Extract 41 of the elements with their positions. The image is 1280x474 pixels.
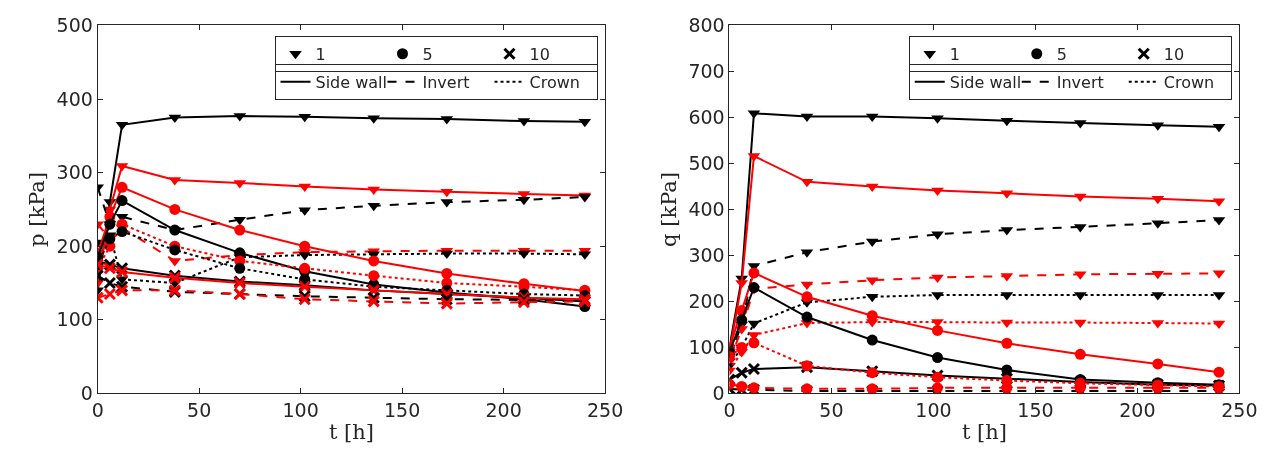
x-axis-title: t [h]: [961, 420, 1007, 445]
y-tick-label: 400: [688, 198, 725, 221]
legend-label: 1: [949, 45, 960, 64]
legend-label: 10: [1163, 45, 1185, 64]
x-axis-title: t [h]: [328, 420, 374, 445]
x-tick-label: 200: [485, 399, 522, 422]
y-axis-title: q [kPa]: [656, 171, 681, 247]
x-tick-label: 200: [1119, 399, 1156, 422]
legend-label: Crown: [1163, 73, 1215, 93]
x-tick-label: 50: [819, 399, 844, 422]
y-tick-label: 300: [56, 161, 93, 184]
legend-label: 1: [315, 45, 326, 64]
y-tick-label: 800: [688, 14, 725, 37]
y-tick-label: 0: [712, 382, 725, 405]
x-tick-label: 250: [586, 399, 624, 422]
y-tick-label: 400: [56, 87, 93, 110]
legend-label: 5: [422, 45, 433, 64]
y-tick-label: 600: [688, 106, 725, 129]
legend-label: 10: [529, 45, 550, 64]
y-tick-label: 100: [56, 308, 93, 331]
legend-label: Side wall: [315, 73, 387, 93]
x-tick-label: 100: [282, 399, 319, 422]
x-tick-label: 50: [187, 399, 212, 422]
legend-label: Crown: [529, 73, 580, 93]
legend-label: Side wall: [949, 73, 1022, 93]
x-tick-label: 100: [915, 399, 952, 422]
y-tick-label: 300: [688, 244, 725, 267]
legend-label: Invert: [422, 73, 470, 93]
y-tick-label: 100: [688, 336, 725, 359]
y-tick-label: 0: [80, 382, 93, 405]
y-tick-label: 500: [56, 14, 93, 37]
x-tick-label: 150: [1017, 399, 1054, 422]
legend-label: Invert: [1056, 73, 1104, 93]
y-tick-label: 700: [688, 60, 725, 83]
y-tick-label: 200: [688, 290, 725, 313]
y-axis-title: p [kPa]: [24, 171, 49, 247]
x-tick-label: 150: [384, 399, 421, 422]
x-tick-label: 250: [1221, 399, 1258, 422]
y-tick-label: 500: [688, 152, 725, 175]
y-tick-label: 200: [56, 234, 93, 257]
legend-label: 5: [1056, 45, 1067, 64]
